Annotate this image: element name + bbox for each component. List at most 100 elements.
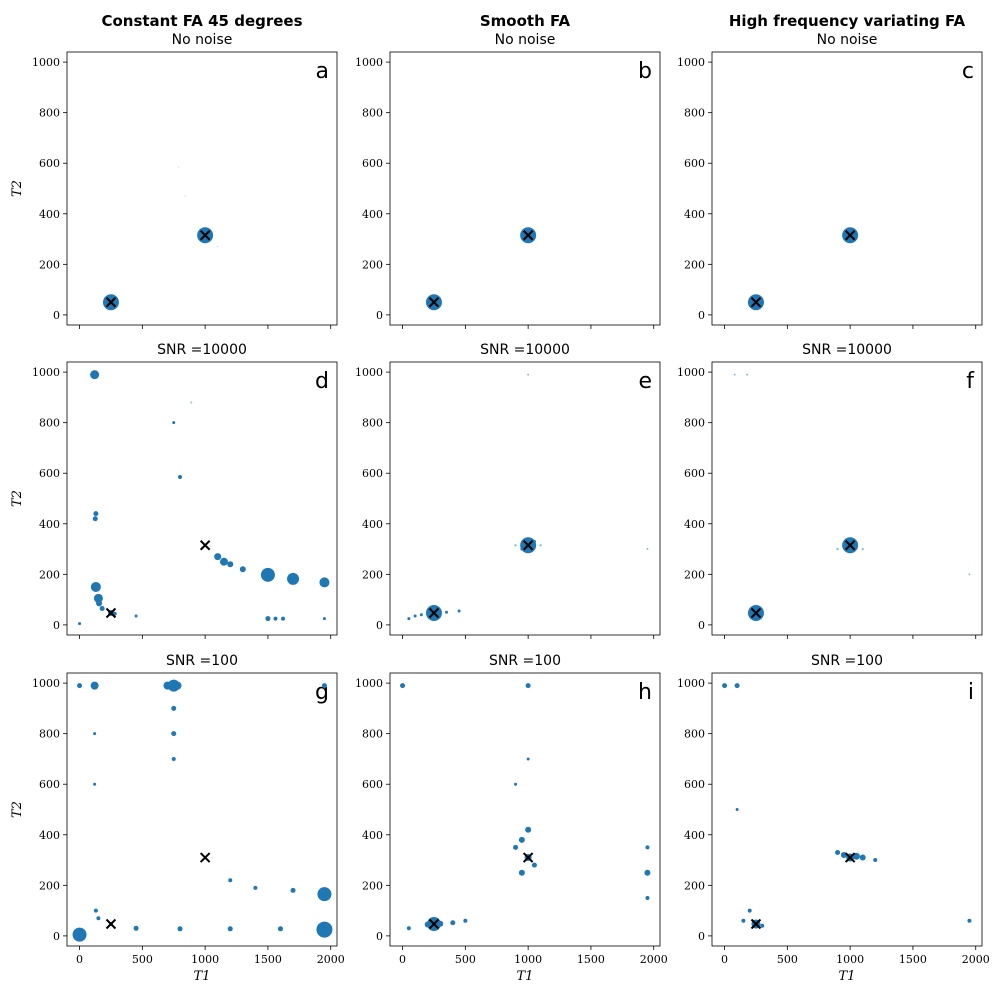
ground-truth-marker [105, 918, 117, 930]
panel-i: 0 200 400 600 800 1000 0 500 1000 1500 2000 SNR =10… [677, 653, 990, 984]
data-point [457, 609, 461, 613]
data-point [93, 908, 98, 913]
ytick-label: 1000 [677, 677, 705, 690]
ytick-label: 1000 [32, 366, 60, 379]
data-point [450, 920, 456, 926]
data-point [836, 547, 839, 551]
ytick-label: 0 [53, 309, 60, 322]
data-point [514, 782, 518, 786]
data-point [317, 887, 332, 902]
data-point [177, 926, 183, 932]
ytick-label: 200 [39, 879, 60, 892]
truth-stroke [522, 852, 534, 863]
ytick-label: 600 [39, 778, 60, 791]
xlabel: T1 [839, 969, 856, 984]
panel-d: 0 200 400 600 800 1000 SNR =10000 d T2 [10, 342, 338, 639]
data-point [93, 593, 103, 603]
data-point [741, 918, 746, 923]
data-point [96, 600, 103, 607]
ground-truth-marker [750, 918, 762, 930]
truth-stroke [522, 540, 534, 551]
ytick-label: 200 [39, 258, 60, 271]
data-point [99, 605, 105, 611]
data-point [90, 581, 101, 592]
ytick-label: 600 [39, 467, 60, 480]
data-point [178, 475, 183, 480]
axes-frame [66, 361, 338, 636]
ground-truth-marker [428, 297, 440, 308]
ytick-label: 600 [362, 467, 383, 480]
panel-letter: a [316, 59, 329, 84]
data-point [316, 921, 333, 938]
data-point [133, 925, 139, 931]
axes-frame [711, 361, 983, 636]
data-point [873, 858, 878, 863]
data-point [228, 878, 233, 883]
xlabel: T1 [517, 969, 534, 984]
axes-frame [66, 51, 338, 326]
truth-stroke [750, 607, 762, 619]
panel-g: 0 200 400 600 800 1000 0 500 1000 1500 2000 SNR =10… [10, 653, 345, 984]
ytick-label: 800 [39, 107, 60, 120]
ytick-label: 800 [39, 417, 60, 430]
xtick-label: 1000 [836, 953, 864, 966]
ytick-label: 400 [362, 829, 383, 842]
panel-letter: g [315, 680, 329, 705]
panel-subtitle: No noise [172, 32, 233, 48]
axes-frame [389, 51, 661, 326]
data-point [277, 926, 283, 932]
truth-stroke [105, 297, 117, 308]
truth-stroke [844, 230, 856, 241]
column-title: Smooth FA [480, 12, 571, 30]
data-point [78, 622, 82, 626]
column-title: High frequency variating FA [729, 12, 966, 30]
data-point [513, 844, 519, 850]
ground-truth-marker [199, 852, 211, 863]
ytick-label: 0 [698, 619, 705, 632]
ground-truth-marker [522, 230, 534, 241]
data-point [173, 681, 182, 690]
panel-subtitle: SNR =10000 [157, 342, 247, 358]
xtick-label: 1000 [191, 953, 219, 966]
xtick-label: 0 [399, 953, 406, 966]
panel-subtitle: No noise [495, 32, 556, 48]
data-point [644, 869, 651, 876]
panel-subtitle: No noise [817, 32, 878, 48]
ytick-label: 400 [362, 208, 383, 221]
data-point [539, 544, 542, 547]
data-point [645, 845, 650, 850]
data-point [526, 757, 530, 761]
data-point [90, 681, 99, 690]
ytick-label: 600 [684, 467, 705, 480]
truth-stroke [844, 852, 856, 863]
ground-truth-marker [199, 230, 211, 241]
panel-letter: c [962, 59, 974, 84]
xtick-label: 2000 [640, 953, 668, 966]
truth-stroke [428, 297, 440, 308]
data-point [134, 614, 138, 618]
ytick-label: 1000 [355, 677, 383, 690]
data-point [227, 926, 233, 932]
ytick-label: 600 [362, 778, 383, 791]
data-point [407, 617, 411, 621]
ytick-label: 400 [39, 208, 60, 221]
panel-subtitle: SNR =10000 [802, 342, 892, 358]
data-point [525, 683, 531, 689]
ytick-label: 1000 [677, 366, 705, 379]
data-point [219, 557, 228, 566]
ytick-label: 400 [39, 829, 60, 842]
ground-truth-marker [844, 852, 856, 863]
ytick-label: 200 [362, 879, 383, 892]
ytick-label: 0 [53, 619, 60, 632]
truth-stroke [522, 230, 534, 241]
data-point [93, 782, 97, 786]
ytick-label: 800 [362, 728, 383, 741]
data-point [90, 370, 100, 380]
data-point [514, 544, 517, 547]
data-point [733, 373, 736, 376]
panel-letter: h [638, 680, 652, 705]
ytick-label: 0 [698, 930, 705, 943]
panel-letter: b [638, 59, 652, 84]
ground-truth-marker [522, 852, 534, 863]
